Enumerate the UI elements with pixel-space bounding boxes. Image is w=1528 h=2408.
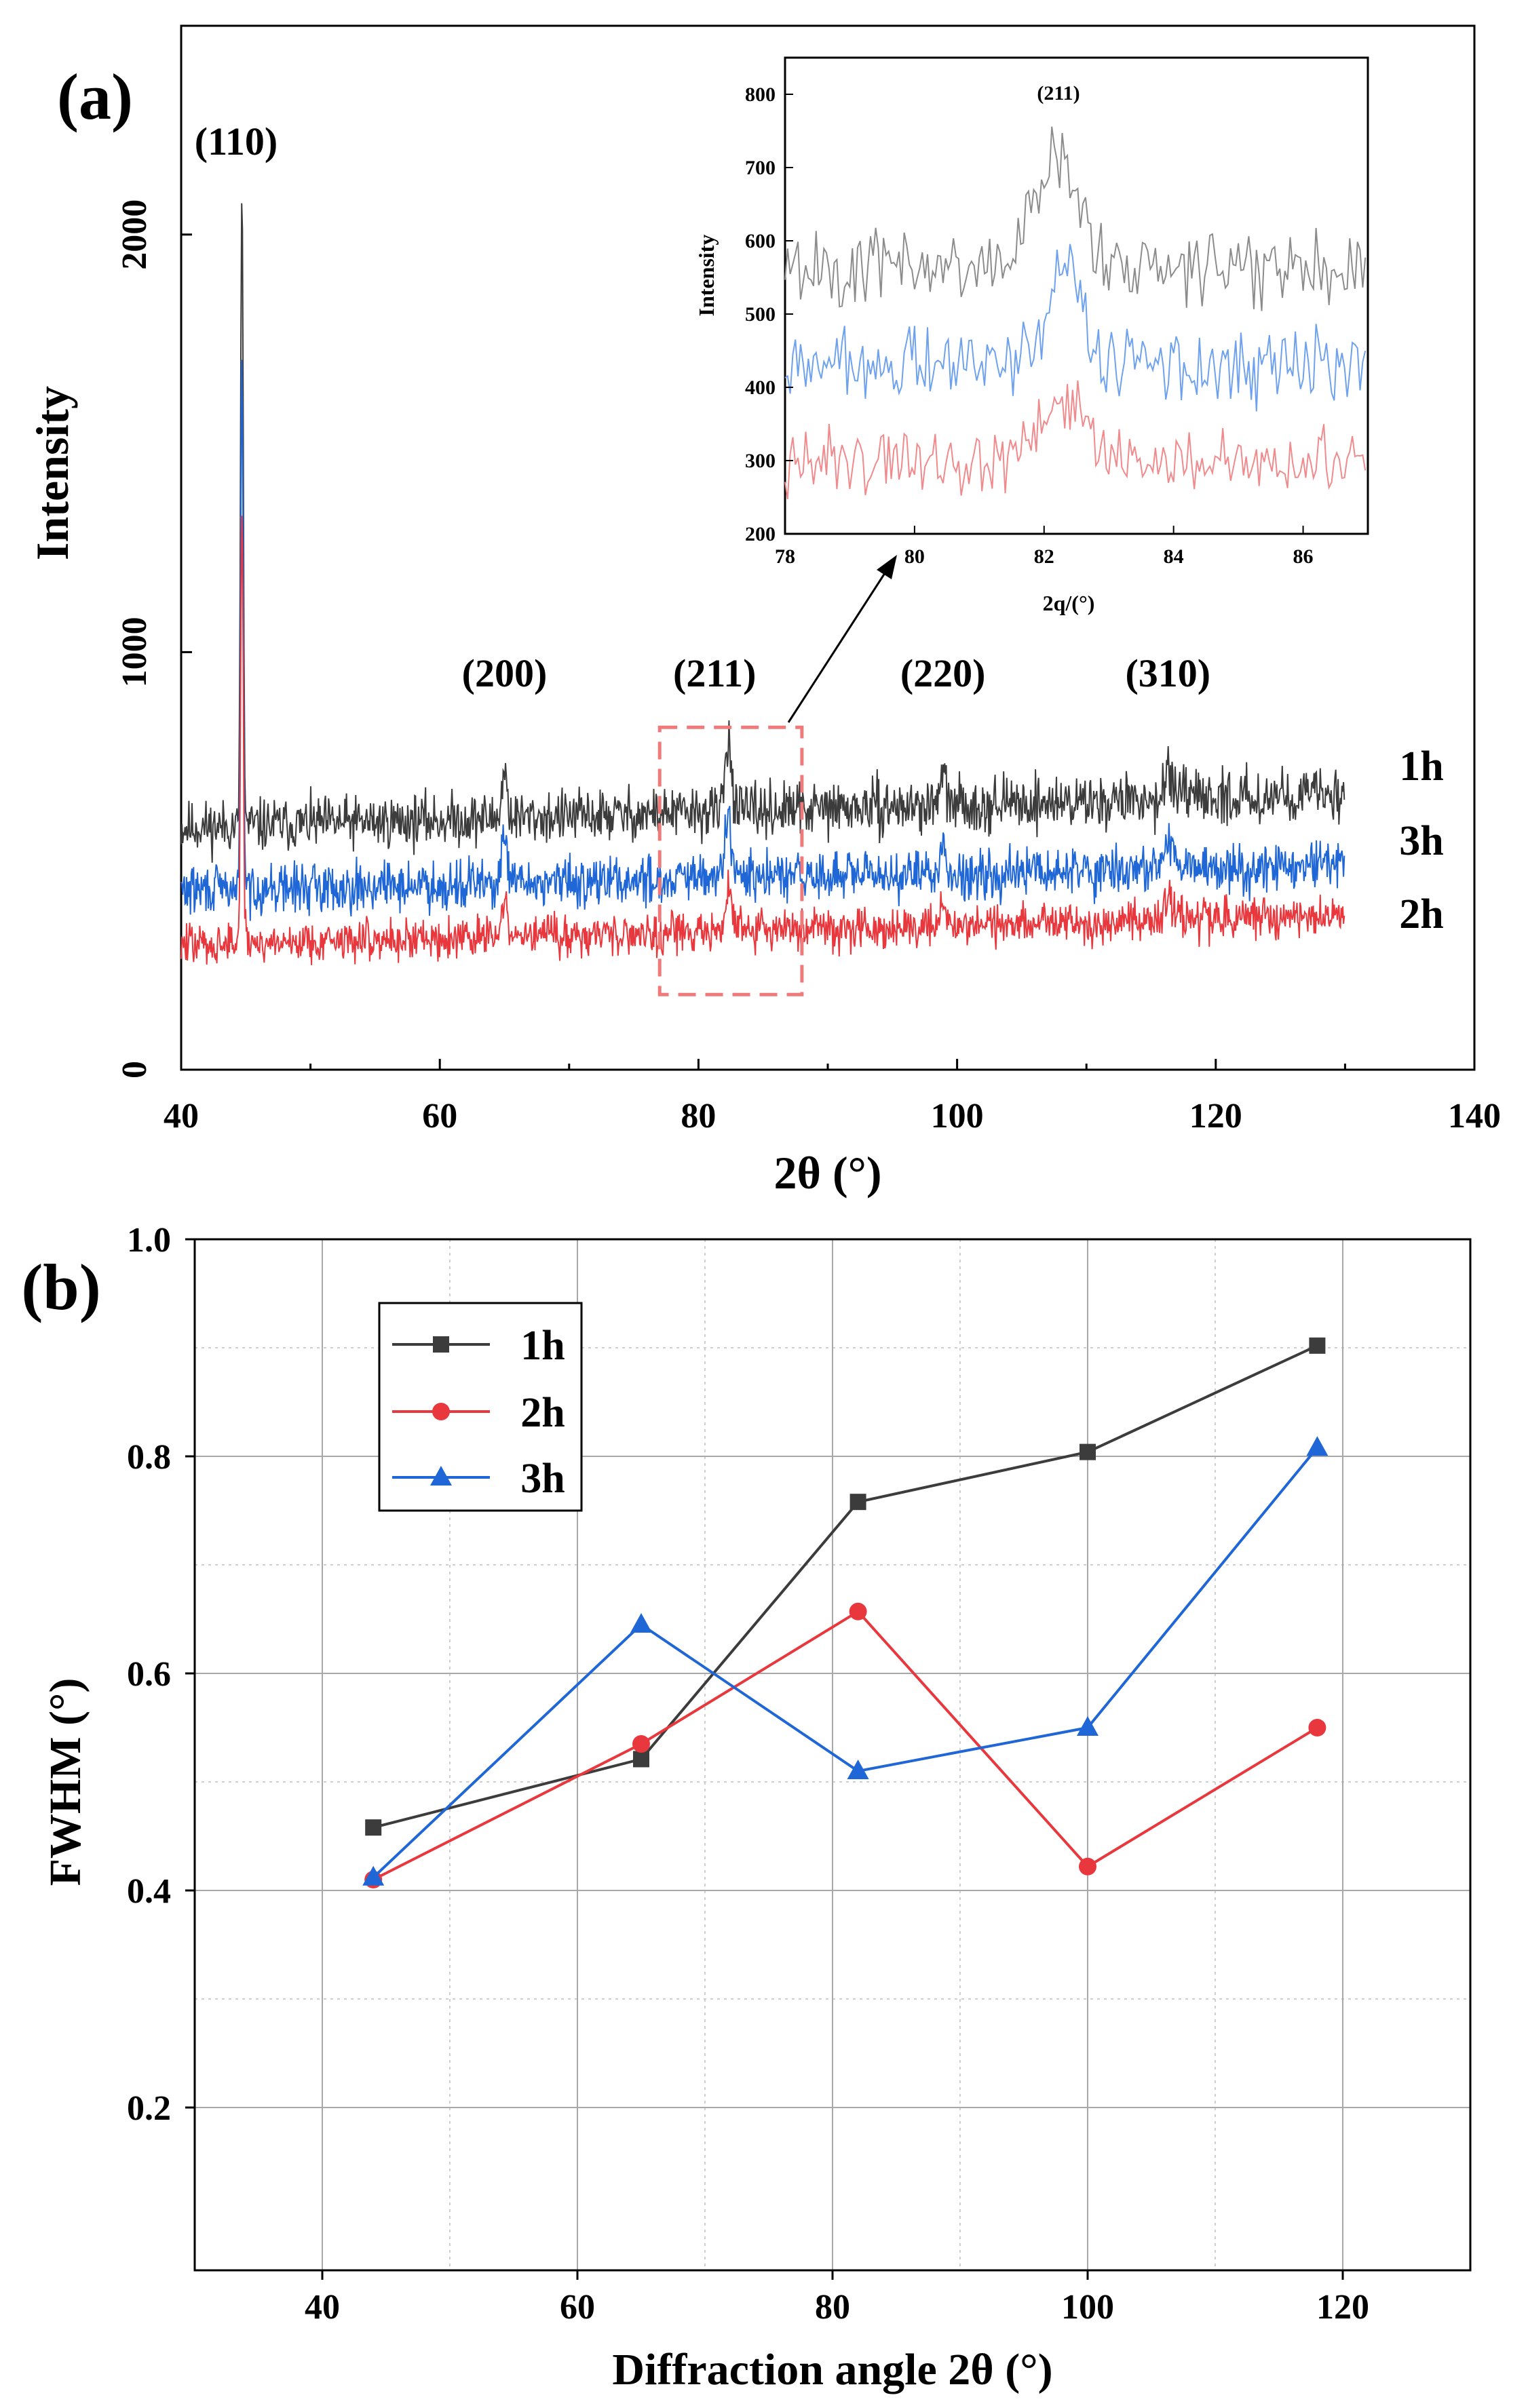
legend-label-1h: 1h: [520, 1323, 565, 1369]
y-tick-label-a: 0: [115, 1061, 154, 1079]
data-point-2h: [632, 1735, 650, 1753]
data-point-1h: [849, 1494, 866, 1511]
series-line-2h: [180, 516, 1345, 965]
x-tick-label-a: 40: [164, 1097, 199, 1135]
data-point-3h: [847, 1760, 869, 1779]
series-line-1h: [180, 203, 1345, 863]
data-point-1h: [1309, 1337, 1326, 1354]
inset-y-tick-label: 200: [745, 523, 776, 545]
data-point-2h: [1079, 1857, 1096, 1876]
data-point-3h: [1077, 1716, 1099, 1736]
x-tick-label-b: 100: [1061, 2288, 1114, 2327]
data-point-1h: [633, 1751, 649, 1768]
x-tick-label-b: 120: [1316, 2288, 1369, 2327]
panel-label-a: (a): [57, 60, 133, 133]
y-tick-label-a: 1000: [115, 617, 154, 687]
inset-series-line-3h: [784, 244, 1367, 412]
inset-y-tick-label: 600: [745, 230, 776, 252]
inset-y-tick-label: 300: [745, 450, 776, 472]
x-axis-title-a: 2θ (°): [774, 1147, 882, 1199]
data-point-3h: [362, 1865, 385, 1886]
inset-y-tick-label: 500: [745, 303, 776, 326]
panel-label-b: (b): [21, 1251, 100, 1323]
inset-series-line-1h: [784, 126, 1367, 311]
peak-label: (310): [1125, 651, 1210, 695]
inset-y-tick-label: 800: [745, 83, 776, 106]
y-tick-label-b: 0.4: [127, 1872, 171, 1911]
zoom-box: [657, 725, 804, 996]
series-label-1h: 1h: [1399, 743, 1443, 790]
inset-y-axis-title: Intensity: [694, 235, 719, 317]
legend-marker-2h: [432, 1403, 450, 1420]
x-tick-label-a: 100: [931, 1097, 984, 1135]
inset-y-tick-label: 700: [745, 157, 776, 179]
x-tick-label-b: 60: [560, 2288, 595, 2327]
inset-x-tick-label: 86: [1293, 545, 1314, 568]
series-line-3h: [180, 360, 1345, 921]
inset-x-tick-label: 84: [1164, 545, 1184, 568]
data-point-1h: [365, 1819, 382, 1836]
y-axis-title-a: Intensity: [26, 386, 78, 560]
data-point-1h: [1080, 1443, 1096, 1460]
y-tick-label-b: 0.2: [127, 2089, 171, 2128]
legend-marker-3h: [430, 1466, 452, 1485]
inset-x-tick-label: 78: [775, 545, 795, 568]
inset-y-tick-label: 400: [745, 376, 776, 399]
data-point-3h: [630, 1613, 652, 1633]
x-tick-label-a: 140: [1448, 1097, 1501, 1135]
inset-x-tick-label: 80: [904, 545, 925, 568]
zoom-arrow-head: [877, 555, 897, 579]
x-tick-label-a: 80: [681, 1097, 716, 1135]
inset-series-line-2h: [784, 380, 1367, 500]
x-tick-label-b: 80: [815, 2288, 850, 2327]
legend-label-3h: 3h: [520, 1456, 565, 1502]
series-label-3h: 3h: [1399, 818, 1443, 864]
legend-label-2h: 2h: [520, 1390, 565, 1436]
x-tick-label-a: 120: [1189, 1097, 1242, 1135]
x-tick-label-b: 40: [305, 2288, 340, 2327]
zoom-arrow-line: [787, 570, 887, 723]
peak-label: (211): [673, 651, 756, 695]
peak-label: (110): [195, 119, 278, 163]
x-axis-title-b: Diffraction angle 2θ (°): [612, 2345, 1052, 2394]
inset-x-tick-label: 82: [1034, 545, 1054, 568]
y-tick-label-b: 1.0: [127, 1221, 171, 1260]
data-point-3h: [1306, 1436, 1329, 1456]
y-tick-label-a: 2000: [115, 199, 154, 270]
y-tick-label-b: 0.6: [127, 1655, 171, 1694]
inset-title: (211): [1037, 82, 1080, 104]
y-axis-title-b: FWHM (°): [41, 1678, 90, 1886]
data-point-2h: [849, 1602, 867, 1620]
peak-label: (200): [462, 651, 548, 695]
legend-marker-1h: [433, 1336, 449, 1353]
data-point-2h: [1308, 1719, 1326, 1736]
series-label-2h: 2h: [1399, 891, 1443, 937]
peak-label: (220): [900, 651, 986, 695]
x-tick-label-a: 60: [422, 1097, 457, 1135]
y-tick-label-b: 0.8: [127, 1438, 171, 1477]
inset-x-axis-title: 2q/(°): [1043, 591, 1095, 615]
